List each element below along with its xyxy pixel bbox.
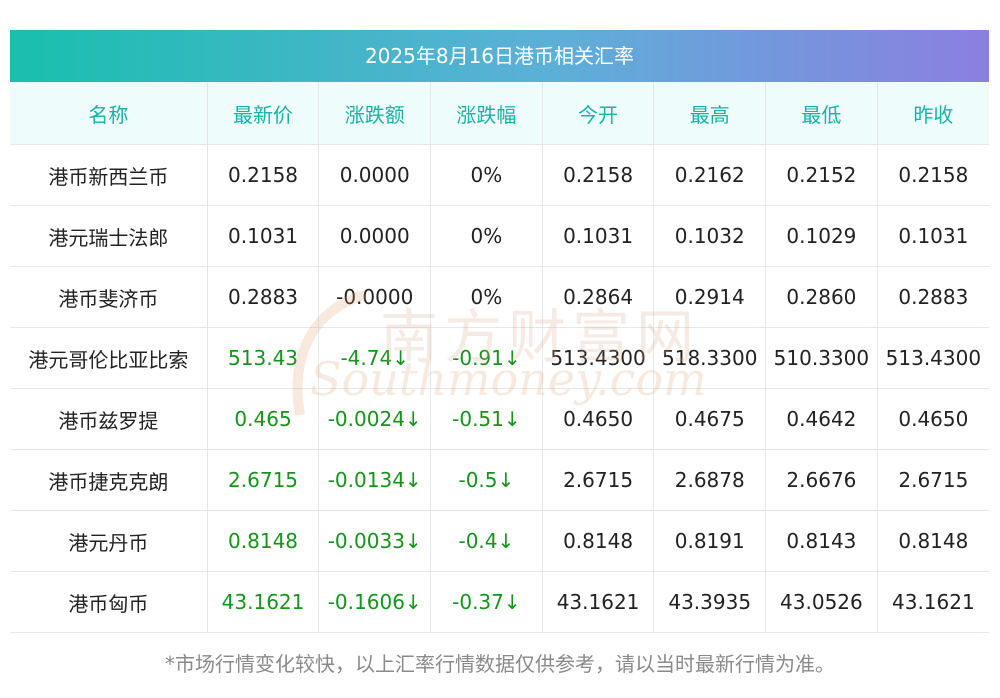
cell-pct: 0% bbox=[430, 144, 543, 206]
cell-low: 0.4642 bbox=[765, 388, 878, 450]
cell-pct: -0.51↓ bbox=[430, 388, 543, 450]
rate-table: 名称 最新价 涨跌额 涨跌幅 今开 最高 最低 昨收 港币新西兰币 0.2158 0… bbox=[10, 82, 989, 633]
cell-latest: 0.2158 bbox=[207, 144, 320, 206]
cell-latest: 513.43 bbox=[207, 327, 320, 389]
cell-prev: 0.8148 bbox=[877, 510, 989, 572]
cell-high: 518.3300 bbox=[653, 327, 767, 389]
col-header-open: 今开 bbox=[542, 82, 655, 145]
cell-low: 0.2152 bbox=[765, 144, 878, 206]
cell-low: 510.3300 bbox=[765, 327, 878, 389]
cell-open: 0.8148 bbox=[542, 510, 655, 572]
col-header-change: 涨跌额 bbox=[318, 82, 432, 145]
cell-prev: 0.1031 bbox=[877, 205, 989, 267]
col-header-prev: 昨收 bbox=[877, 82, 989, 145]
cell-pct: 0% bbox=[430, 266, 543, 328]
cell-name: 港币新西兰币 bbox=[10, 144, 208, 206]
cell-pct: 0% bbox=[430, 205, 543, 267]
col-header-high: 最高 bbox=[653, 82, 767, 145]
cell-prev: 43.1621 bbox=[877, 571, 989, 633]
cell-pct: -0.4↓ bbox=[430, 510, 543, 572]
table-row: 港币斐济币 0.2883 -0.0000 0% 0.2864 0.2914 0.2860 0.… bbox=[10, 266, 989, 328]
table-row: 港币匈币 43.1621 -0.1606↓ -0.37↓ 43.1621 43.3935 4… bbox=[10, 571, 989, 633]
cell-change: -0.0024↓ bbox=[318, 388, 432, 450]
cell-high: 0.4675 bbox=[653, 388, 767, 450]
table-row: 港币兹罗提 0.465 -0.0024↓ -0.51↓ 0.4650 0.4675 0.46… bbox=[10, 388, 989, 450]
cell-low: 0.1029 bbox=[765, 205, 878, 267]
col-header-low: 最低 bbox=[765, 82, 878, 145]
cell-high: 43.3935 bbox=[653, 571, 767, 633]
table-row: 港币新西兰币 0.2158 0.0000 0% 0.2158 0.2162 0.2152 0.… bbox=[10, 144, 989, 206]
cell-open: 0.2864 bbox=[542, 266, 655, 328]
cell-prev: 513.4300 bbox=[877, 327, 989, 389]
cell-high: 0.2162 bbox=[653, 144, 767, 206]
cell-name: 港元瑞士法郎 bbox=[10, 205, 208, 267]
cell-change: -0.0033↓ bbox=[318, 510, 432, 572]
cell-name: 港元丹币 bbox=[10, 510, 208, 572]
cell-prev: 2.6715 bbox=[877, 449, 989, 511]
cell-open: 0.4650 bbox=[542, 388, 655, 450]
table-row: 港元哥伦比亚比索 513.43 -4.74↓ -0.91↓ 513.4300 518.33… bbox=[10, 327, 989, 389]
rate-table-container: 2025年8月16日港币相关汇率 名称 最新价 涨跌额 涨跌幅 今开 最高 最低… bbox=[10, 30, 989, 633]
cell-name: 港币匈币 bbox=[10, 571, 208, 633]
cell-change: -0.1606↓ bbox=[318, 571, 432, 633]
col-header-pct: 涨跌幅 bbox=[430, 82, 543, 145]
col-header-latest: 最新价 bbox=[207, 82, 320, 145]
cell-high: 0.1032 bbox=[653, 205, 767, 267]
cell-latest: 0.1031 bbox=[207, 205, 320, 267]
cell-open: 513.4300 bbox=[542, 327, 655, 389]
cell-latest: 0.2883 bbox=[207, 266, 320, 328]
col-header-name: 名称 bbox=[10, 82, 208, 145]
cell-latest: 0.8148 bbox=[207, 510, 320, 572]
cell-low: 0.8143 bbox=[765, 510, 878, 572]
cell-low: 2.6676 bbox=[765, 449, 878, 511]
cell-open: 0.2158 bbox=[542, 144, 655, 206]
cell-name: 港币兹罗提 bbox=[10, 388, 208, 450]
cell-prev: 0.2158 bbox=[877, 144, 989, 206]
cell-latest: 0.465 bbox=[207, 388, 320, 450]
cell-pct: -0.5↓ bbox=[430, 449, 543, 511]
cell-change: 0.0000 bbox=[318, 205, 432, 267]
cell-name: 港币捷克克朗 bbox=[10, 449, 208, 511]
cell-prev: 0.2883 bbox=[877, 266, 989, 328]
cell-name: 港元哥伦比亚比索 bbox=[10, 327, 208, 389]
table-row: 港元瑞士法郎 0.1031 0.0000 0% 0.1031 0.1032 0.1029 0.… bbox=[10, 205, 989, 267]
cell-open: 2.6715 bbox=[542, 449, 655, 511]
table-row: 港币捷克克朗 2.6715 -0.0134↓ -0.5↓ 2.6715 2.6878 2.6… bbox=[10, 449, 989, 511]
cell-change: 0.0000 bbox=[318, 144, 432, 206]
cell-high: 2.6878 bbox=[653, 449, 767, 511]
table-row: 港元丹币 0.8148 -0.0033↓ -0.4↓ 0.8148 0.8191 0.814… bbox=[10, 510, 989, 572]
cell-name: 港币斐济币 bbox=[10, 266, 208, 328]
cell-high: 0.2914 bbox=[653, 266, 767, 328]
cell-latest: 43.1621 bbox=[207, 571, 320, 633]
cell-pct: -0.91↓ bbox=[430, 327, 543, 389]
cell-change: -4.74↓ bbox=[318, 327, 432, 389]
cell-change: -0.0000 bbox=[318, 266, 432, 328]
header-row: 名称 最新价 涨跌额 涨跌幅 今开 最高 最低 昨收 bbox=[10, 82, 989, 145]
cell-prev: 0.4650 bbox=[877, 388, 989, 450]
cell-pct: -0.37↓ bbox=[430, 571, 543, 633]
cell-high: 0.8191 bbox=[653, 510, 767, 572]
cell-low: 0.2860 bbox=[765, 266, 878, 328]
disclaimer-footer: *市场行情变化较快，以上汇率行情数据仅供参考，请以当时最新行情为准。 bbox=[165, 652, 835, 676]
cell-open: 43.1621 bbox=[542, 571, 655, 633]
cell-open: 0.1031 bbox=[542, 205, 655, 267]
table-title: 2025年8月16日港币相关汇率 bbox=[10, 30, 989, 82]
cell-latest: 2.6715 bbox=[207, 449, 320, 511]
cell-low: 43.0526 bbox=[765, 571, 878, 633]
cell-change: -0.0134↓ bbox=[318, 449, 432, 511]
